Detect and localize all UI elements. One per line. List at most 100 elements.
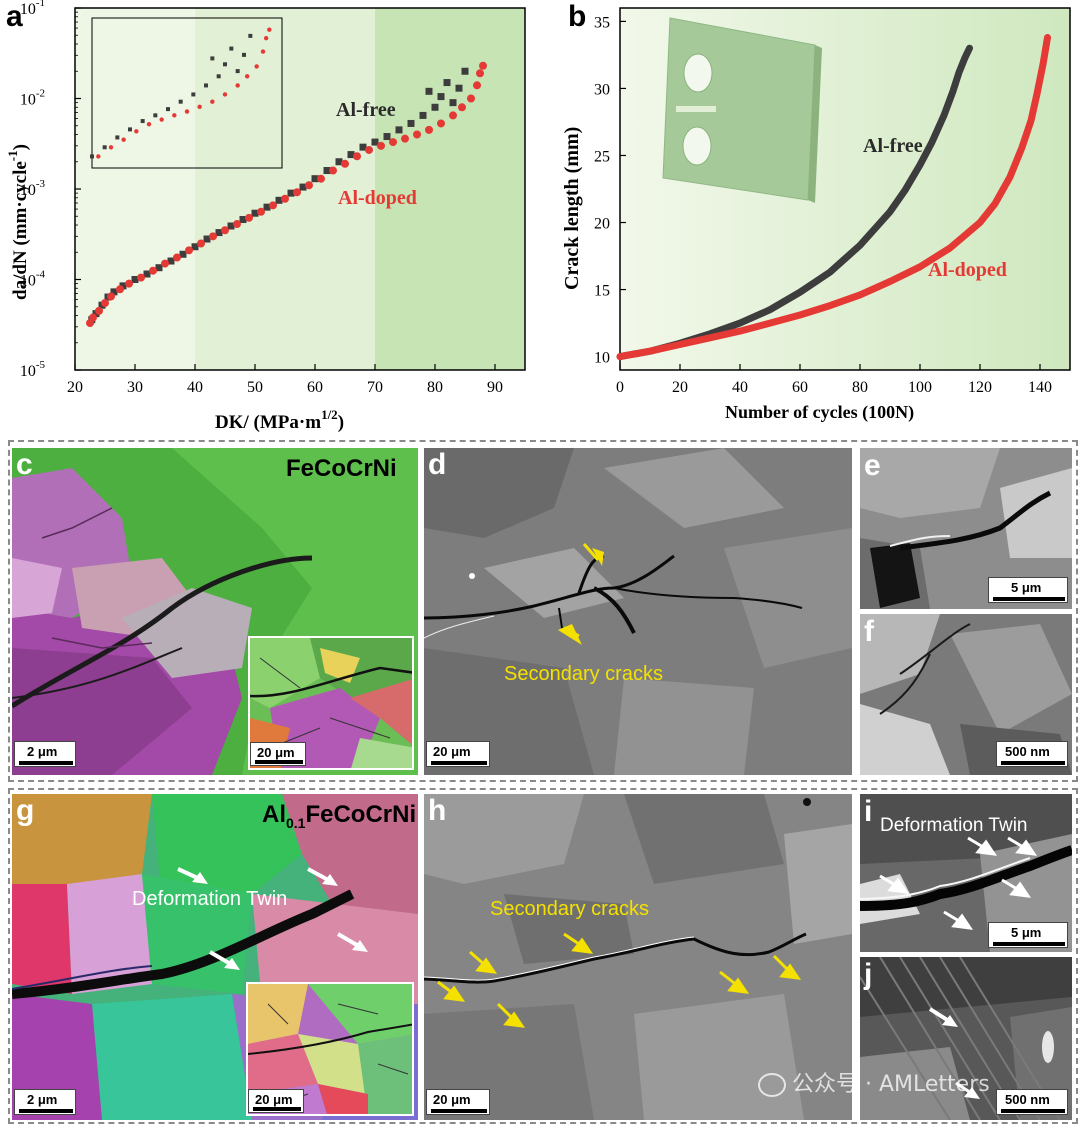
data-point-al-doped — [269, 201, 277, 210]
data-point-al-doped — [95, 306, 103, 315]
data-point-al-free — [449, 99, 457, 107]
shaded-region-0 — [75, 8, 195, 370]
deformation-twin-label-g: Deformation Twin — [132, 888, 288, 910]
y-tick-label: 10-2 — [20, 88, 45, 109]
data-point-al-doped — [149, 266, 157, 275]
inset-point-al-doped — [263, 35, 269, 41]
panel-label-j: j — [864, 958, 873, 991]
data-point-al-free — [395, 126, 403, 134]
chart-b-ylabel: Crack length (mm) — [561, 127, 583, 290]
x-tick-label: 50 — [247, 379, 263, 396]
inset-point-al-free — [235, 69, 240, 74]
scalebar-j: 500 nm — [996, 1089, 1068, 1115]
series-line-al-doped — [616, 34, 1051, 361]
data-point-al-doped — [197, 239, 205, 248]
panel-label-e: e — [864, 449, 881, 482]
shaded-region-2 — [375, 8, 525, 370]
data-point-al-doped — [281, 194, 289, 203]
watermark: 公众号 · AMLetters — [758, 1066, 990, 1098]
inset-point-al-free — [210, 56, 215, 61]
deformation-twin-label-i: Deformation Twin — [880, 815, 1028, 836]
data-point-al-doped — [353, 152, 361, 161]
x-tick-label: 80 — [427, 379, 443, 396]
data-point-al-doped — [458, 103, 466, 112]
data-point-al-doped — [377, 141, 385, 150]
data-point-al-free — [263, 203, 271, 211]
data-point-al-doped — [245, 213, 253, 222]
y-tick-label: 10-3 — [20, 178, 46, 199]
data-point-al-doped — [341, 159, 349, 168]
chart-a-ylabel: da/dN (mm·cycle-1) — [5, 144, 31, 300]
data-point-al-doped — [317, 174, 325, 183]
data-point-al-doped — [125, 279, 133, 288]
chart-b-annot-doped: Al-doped — [928, 259, 1007, 281]
data-point-al-free — [110, 288, 118, 296]
scalebar-c: 2 μm — [14, 741, 76, 767]
inset-point-al-doped — [244, 74, 250, 79]
inset-point-al-doped — [222, 92, 228, 97]
data-point-al-free — [167, 257, 175, 265]
inset-point-al-doped — [197, 104, 202, 110]
x-tick-label: 0 — [616, 379, 624, 396]
inset-point-al-free — [115, 135, 120, 140]
data-point-al-free — [251, 209, 259, 217]
panel-label-d: d — [428, 448, 447, 481]
inset-point-al-doped — [267, 27, 272, 32]
inset-point-al-free — [153, 113, 158, 118]
y-tick-label: 10-1 — [20, 0, 45, 18]
data-point-al-free — [323, 167, 331, 175]
panel-label-g: g — [16, 794, 35, 827]
scalebar-d: 20 μm — [426, 741, 490, 767]
x-tick-label: 70 — [367, 379, 383, 396]
y-tick-label: 10-4 — [20, 269, 46, 290]
inset-point-al-free — [166, 107, 170, 112]
inset-point-al-free — [178, 99, 183, 104]
data-point-al-doped — [425, 125, 433, 134]
micrograph-f — [860, 614, 1072, 775]
secondary-cracks-label-h: Secondary cracks — [490, 898, 649, 920]
data-point-al-free — [155, 264, 163, 272]
data-point-al-doped — [365, 145, 373, 154]
specimen-illustration — [662, 17, 822, 203]
scalebar-e: 5 μm — [988, 577, 1068, 603]
x-tick-label: 40 — [187, 379, 203, 396]
data-point-al-free — [407, 119, 415, 127]
data-point-al-free — [359, 143, 367, 151]
scalebar-f: 500 nm — [996, 741, 1068, 767]
inset-point-al-doped — [108, 145, 114, 150]
data-point-al-doped — [185, 246, 193, 255]
wechat-icon — [758, 1073, 786, 1097]
x-tick-label: 20 — [67, 379, 83, 396]
scalebar-g: 2 μm — [14, 1089, 76, 1115]
x-tick-label: 40 — [732, 379, 748, 396]
x-tick-label: 60 — [307, 379, 323, 396]
inset-point-al-doped — [210, 99, 215, 104]
data-point-al-free — [191, 243, 199, 251]
x-tick-label: 100 — [908, 379, 932, 396]
inset-point-al-doped — [121, 137, 126, 142]
inset-point-al-free — [216, 74, 221, 79]
material-label-g: Al0.1FeCoCrNi — [262, 801, 417, 831]
panel-label-a: a — [6, 0, 23, 33]
data-point-al-doped — [233, 220, 241, 229]
data-point-al-free — [179, 250, 187, 258]
data-point-al-doped — [107, 292, 115, 301]
data-point-al-free — [119, 282, 127, 290]
data-point-al-doped — [116, 285, 124, 294]
x-tick-label: 80 — [852, 379, 868, 396]
data-point-al-doped — [209, 232, 217, 241]
data-point-al-doped — [473, 81, 481, 90]
inset-point-al-free — [102, 145, 107, 150]
data-point-al-free — [437, 93, 445, 101]
panel-label-h: h — [428, 794, 447, 827]
inset-point-al-free — [229, 46, 234, 51]
data-point-al-free — [371, 138, 379, 146]
inset-point-al-doped — [172, 113, 177, 118]
inset-point-al-free — [128, 127, 132, 132]
x-tick-label: 140 — [1028, 379, 1052, 396]
secondary-cracks-label-d: Secondary cracks — [504, 663, 663, 685]
scalebar-c-inset: 20 μm — [250, 742, 306, 766]
chart-a-inset — [91, 17, 283, 169]
y-tick-label: 20 — [594, 216, 610, 233]
inset-point-al-free — [191, 92, 196, 97]
